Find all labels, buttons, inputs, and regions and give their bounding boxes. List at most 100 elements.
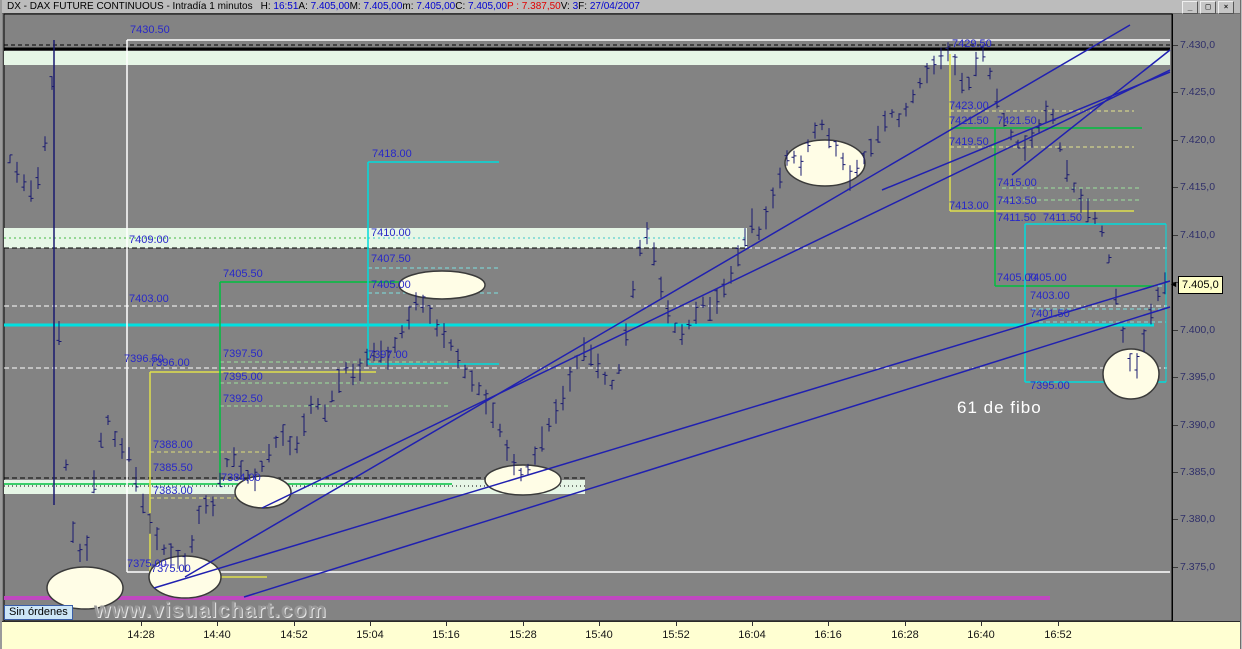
price-level-label: 7405.00 [371,279,411,291]
price-level-label: 7430.50 [130,24,170,36]
trendline[interactable] [1011,49,1171,176]
price-tick-mark [1173,187,1178,188]
ellipse-annotation[interactable] [484,464,562,496]
price-level-label: 7405.00 [1027,272,1067,284]
price-tick-label: 7.400,0 [1180,324,1216,336]
chart-title: DX - DAX FUTURE CONTINUOUS - Intradía 1 … [7,1,253,12]
price-tick-mark [1173,377,1178,378]
visualchart-watermark: www.visualchart.com [94,599,327,622]
price-level-label: 7415.00 [997,177,1037,189]
trendline[interactable] [153,280,1171,589]
time-tick-mark [294,622,295,626]
price-tick-mark [1173,425,1178,426]
time-tick-label: 16:16 [814,629,842,641]
time-tick-label: 15:04 [356,629,384,641]
price-level-label: 7397.50 [223,348,263,360]
window-buttons: _ □ × [1182,1,1234,14]
restore-button[interactable]: □ [1200,1,1216,14]
price-level-label: 7403.00 [1030,290,1070,302]
price-level-label: 7375.00 [151,563,191,575]
time-tick-label: 15:52 [662,629,690,641]
time-tick-label: 14:52 [280,629,308,641]
price-level-label: 7384.00 [221,472,261,484]
orders-status-badge: Sin órdenes [4,605,73,620]
ellipse-annotation[interactable] [46,566,124,610]
price-level-label: 7409.00 [129,234,169,246]
time-tick-mark [599,622,600,626]
time-tick-label: 16:28 [891,629,919,641]
price-level-label: 7421.50 [997,115,1037,127]
time-tick-mark [141,622,142,626]
quote-field: V: 3 [560,1,579,12]
price-level-label: 7392.50 [223,393,263,405]
time-tick-label: 15:40 [585,629,613,641]
time-tick-label: 16:04 [738,629,766,641]
price-tick-mark [1173,567,1178,568]
price-level-label: 7418.00 [372,148,412,160]
quote-field: m: 7.405,00 [402,1,456,12]
price-level-label: 7385.50 [153,462,193,474]
price-arrow-icon: ◄ [1169,279,1178,289]
time-tick-mark [217,622,218,626]
price-tick-label: 7.380,0 [1180,513,1216,525]
time-tick-label: 15:16 [432,629,460,641]
price-level-label: 7407.50 [371,253,411,265]
price-level-label: 7405.00 [997,272,1037,284]
time-tick-mark [1058,622,1059,626]
price-level-label: 7423.00 [949,100,989,112]
time-tick-mark [676,622,677,626]
time-tick-mark [981,622,982,626]
trendline[interactable] [881,71,1171,191]
quote-field: H: 16:51 [260,1,299,12]
quote-field: M: 7.405,00 [349,1,403,12]
price-bars [7,42,1168,572]
fibo-annotation: 61 de fibo [957,398,1042,417]
price-axis[interactable]: 7.430,0 7.425,0 7.420,0 7.415,0 7.410,0 7.405… [1172,14,1241,621]
time-tick-mark [828,622,829,626]
trendline[interactable] [261,69,1171,509]
ellipse-annotation[interactable] [1102,348,1160,400]
quote-field: A: 7.405,00 [298,1,350,12]
price-tick-mark [1173,45,1178,46]
price-tick-mark [1173,235,1178,236]
price-tick-label: 7.415,0 [1180,181,1216,193]
minimize-button[interactable]: _ [1182,1,1198,14]
price-level-label: 7413.50 [997,195,1037,207]
title-quote-fields: H: 16:51A: 7.405,00M: 7.405,00m: 7.405,0… [261,0,640,13]
price-level-label: 7411.50 [1043,212,1082,224]
price-tick-label: 7.420,0 [1180,134,1216,146]
level-band[interactable] [4,51,1170,65]
price-level-label: 7388.00 [153,439,193,451]
level-band[interactable] [4,228,747,248]
price-tick-mark [1173,330,1178,331]
time-tick-mark [752,622,753,626]
price-tick-label: 7.410,0 [1180,229,1216,241]
price-tick-mark [1173,140,1178,141]
price-level-label: 7397.00 [368,349,408,361]
trendline[interactable] [184,24,1131,578]
time-tick-label: 14:28 [127,629,155,641]
time-tick-label: 16:40 [967,629,995,641]
time-tick-mark [370,622,371,626]
ellipse-annotation[interactable] [784,139,866,187]
ellipse-annotation[interactable] [398,270,486,300]
price-tick-label: 7.395,0 [1180,371,1216,383]
time-tick-label: 14:40 [203,629,231,641]
time-tick-mark [905,622,906,626]
price-level-label: 7375.00 [127,558,167,570]
price-level-label: 7411.50 [997,212,1036,224]
price-level-label: 7395.00 [1030,380,1070,392]
time-tick-mark [446,622,447,626]
price-level-label: 7419.50 [949,136,989,148]
price-tick-label: 7.425,0 [1180,86,1216,98]
price-tick-label: 7.430,0 [1180,39,1216,51]
price-tick-mark [1173,472,1178,473]
time-axis[interactable]: 14:28 14:40 14:52 15:04 15:16 15:28 15:40 15:52… [2,621,1240,649]
close-button[interactable]: × [1218,1,1234,14]
trendline[interactable] [243,306,1171,598]
price-level-label: 7401.50 [1030,308,1070,320]
price-level-label: 7405.50 [223,268,263,280]
quote-field: F: 27/04/2007 [578,1,640,12]
price-tick-mark [1173,282,1178,283]
